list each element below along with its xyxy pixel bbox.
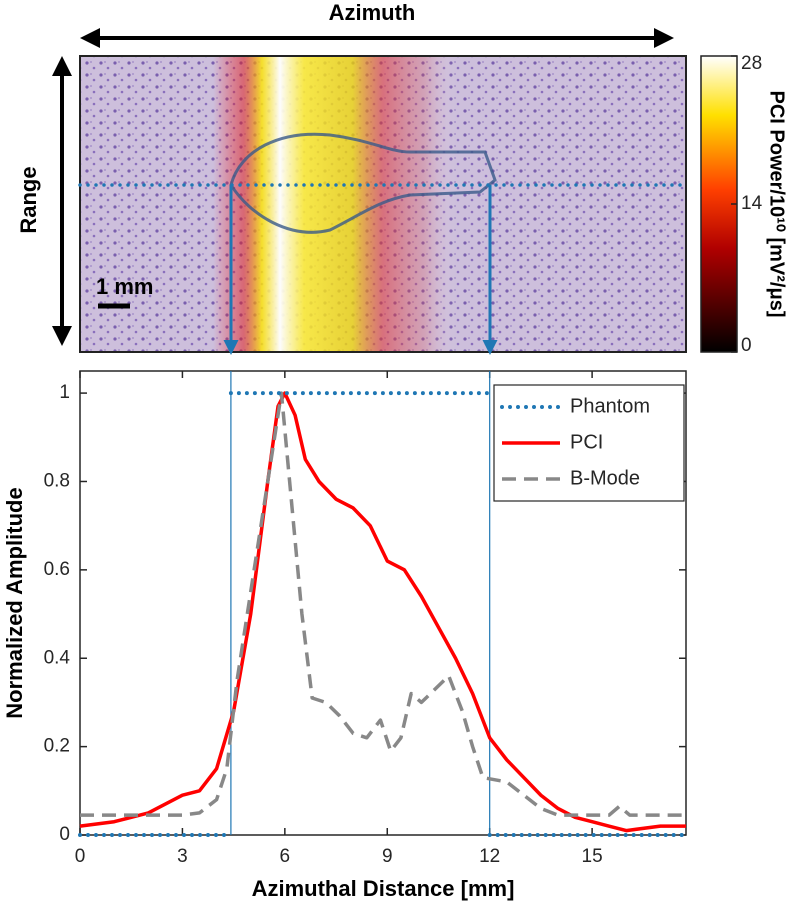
x-tick-label: 0 — [75, 846, 86, 867]
y-tick-label: 1 — [59, 382, 70, 403]
y-axis-label: Normalized Amplitude — [2, 487, 27, 718]
colorbar-tick-label: 0 — [741, 335, 752, 356]
legend-label: PCI — [570, 431, 603, 453]
colorbar-tick-label: 28 — [741, 53, 762, 74]
y-tick-label: 0.6 — [44, 559, 70, 580]
phantom-outline — [229, 132, 497, 234]
x-tick-label: 6 — [280, 846, 291, 867]
x-axis-label: Azimuthal Distance [mm] — [252, 876, 515, 901]
series-line — [80, 391, 686, 817]
y-tick-label: 0.2 — [44, 736, 70, 757]
y-tick-label: 0.4 — [44, 647, 71, 668]
x-tick-label: 12 — [479, 846, 500, 867]
colorbar-label: PCI Power/10¹⁰ [mV²/μs] — [766, 91, 788, 318]
image-frame — [79, 55, 687, 353]
series-line — [78, 391, 688, 837]
azimuth-label: Azimuth — [329, 0, 416, 25]
x-tick-label: 3 — [177, 846, 188, 867]
y-tick-label: 0.8 — [44, 470, 70, 491]
colorbar-tick-label: 14 — [741, 193, 763, 214]
scale-label: 1 mm — [96, 274, 153, 299]
x-tick-label: 9 — [382, 846, 393, 867]
range-label: Range — [16, 166, 41, 233]
legend-label: Phantom — [570, 395, 650, 417]
plot-area — [79, 370, 687, 836]
legend-label: B-Mode — [570, 467, 640, 489]
x-tick-label: 15 — [582, 846, 603, 867]
series-line — [79, 391, 686, 833]
y-tick-label: 0 — [59, 824, 70, 845]
